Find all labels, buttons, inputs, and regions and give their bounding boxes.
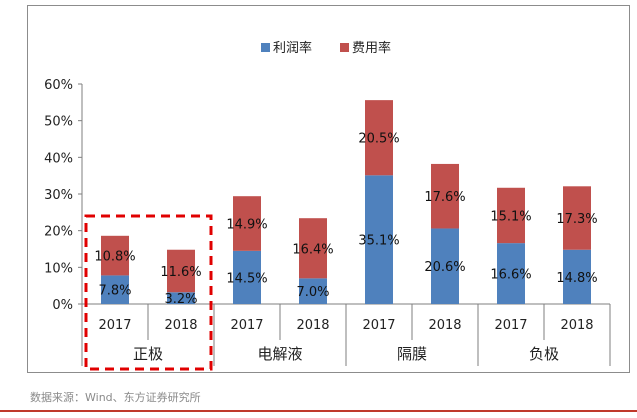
bar-expense	[563, 186, 591, 250]
x-tick-year: 2018	[560, 318, 593, 333]
footer-rule	[0, 410, 637, 412]
data-label-profit: 3.2%	[164, 292, 197, 307]
y-tick-label: 20%	[44, 225, 73, 240]
bar-expense	[167, 249, 195, 293]
data-label-profit: 16.6%	[490, 268, 531, 283]
highlight-box	[84, 214, 213, 371]
data-label-expense: 20.5%	[358, 132, 399, 147]
bar-profit	[299, 278, 327, 304]
chart-frame	[27, 5, 630, 373]
x-tick-year: 2017	[98, 318, 131, 333]
legend-swatch-2	[340, 43, 349, 52]
bar-expense	[233, 196, 261, 251]
legend-label-1: 利润率	[273, 40, 312, 56]
y-tick-label: 0%	[52, 298, 73, 313]
data-label-expense: 10.8%	[94, 250, 135, 265]
x-tick-year: 2017	[362, 318, 395, 333]
y-tick-label: 40%	[44, 151, 73, 166]
data-label-expense: 15.1%	[490, 209, 531, 224]
bar-profit	[365, 175, 393, 304]
y-tick-label: 60%	[44, 78, 73, 93]
bar-profit	[233, 250, 261, 304]
x-tick-year: 2017	[230, 318, 263, 333]
x-tick-year: 2017	[494, 318, 527, 333]
data-label-expense: 17.6%	[424, 190, 465, 205]
x-tick-year: 2018	[296, 318, 329, 333]
bar-profit	[167, 292, 195, 304]
bar-expense	[299, 218, 327, 279]
x-group-label: 负极	[529, 345, 559, 363]
data-label-expense: 17.3%	[556, 212, 597, 227]
bar-profit	[431, 228, 459, 304]
bar-expense	[431, 163, 459, 229]
x-group-label: 正极	[133, 345, 163, 363]
legend-label-2: 费用率	[352, 40, 391, 56]
y-tick-label: 30%	[44, 188, 73, 203]
data-label-profit: 35.1%	[358, 234, 399, 249]
data-label-expense: 11.6%	[160, 265, 201, 280]
bar-profit	[101, 275, 129, 304]
x-group-label: 电解液	[257, 345, 302, 363]
bar-profit	[563, 249, 591, 304]
x-group-label: 隔膜	[397, 345, 427, 363]
bar-expense	[101, 235, 129, 276]
data-label-expense: 16.4%	[292, 242, 333, 257]
x-tick-year: 2018	[428, 318, 461, 333]
data-label-profit: 14.8%	[556, 271, 597, 286]
x-tick-year: 2018	[164, 318, 197, 333]
data-label-expense: 14.9%	[226, 218, 267, 233]
bar-profit	[497, 243, 525, 304]
y-tick-label: 50%	[44, 115, 73, 130]
y-tick-label: 10%	[44, 261, 73, 276]
bar-expense	[365, 100, 393, 176]
data-label-profit: 7.0%	[296, 285, 329, 300]
data-label-profit: 14.5%	[226, 271, 267, 286]
legend-swatch-1	[261, 43, 270, 52]
data-label-profit: 7.8%	[98, 284, 131, 299]
data-label-profit: 20.6%	[424, 260, 465, 275]
source-note: 数据来源：Wind、东方证券研究所	[30, 391, 201, 404]
bar-expense	[497, 187, 525, 244]
